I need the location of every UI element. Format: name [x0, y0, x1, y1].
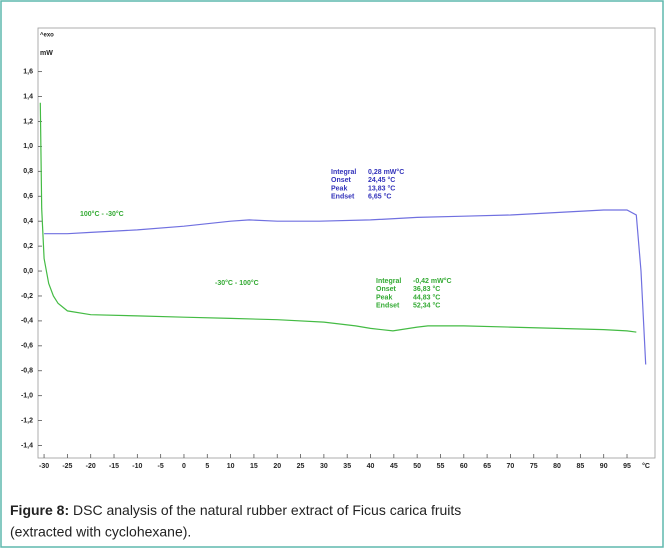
x-tick-label: -10 — [132, 463, 142, 470]
annotation-value: 0,28 mW°C — [368, 168, 404, 176]
x-tick-label: -30 — [39, 463, 49, 470]
series-line — [39, 102, 637, 333]
annotation-value: 36,83 °C — [413, 285, 440, 293]
y-tick-label: -1,2 — [21, 417, 33, 424]
annotation-value: -0,42 mW°C — [413, 277, 452, 285]
y-tick-label: -0,8 — [21, 368, 33, 375]
x-tick-label: 45 — [390, 463, 398, 470]
y-tick-label: -1,0 — [21, 393, 33, 400]
y-tick-label: 1,4 — [23, 93, 33, 100]
x-unit: °C — [642, 462, 650, 470]
x-tick-label: -25 — [62, 463, 72, 470]
x-tick-label: 85 — [576, 463, 584, 470]
x-tick-label: 95 — [623, 463, 631, 470]
x-tick-label: 40 — [367, 463, 375, 470]
annotation-key: Peak — [376, 294, 392, 301]
annotation-key: Endset — [331, 194, 355, 201]
annotation-value: 52,34 °C — [413, 302, 440, 310]
x-tick-label: 5 — [205, 463, 209, 470]
caption-text2: (extracted with cyclohexane). — [10, 524, 191, 540]
y-tick-label: 1,6 — [23, 68, 33, 75]
series-line — [44, 209, 647, 365]
y-tick-label: -1,4 — [21, 442, 33, 449]
annotation-value: 44,83 °C — [413, 293, 440, 301]
y-tick-label: 0,4 — [23, 218, 33, 225]
x-tick-label: 10 — [227, 463, 235, 470]
annotation-key: Onset — [376, 286, 397, 293]
y-tick-label: 0,8 — [23, 168, 33, 175]
caption-label: Figure 8: — [10, 502, 69, 518]
x-tick-label: 55 — [437, 463, 445, 470]
y-tick-label: -0,4 — [21, 318, 33, 325]
annotation-key: Onset — [331, 177, 352, 184]
x-tick-label: 15 — [250, 463, 258, 470]
annotation-value: 24,45 °C — [368, 176, 395, 184]
caption-text: DSC analysis of the natural rubber extra… — [73, 502, 461, 518]
annotation-value: 6,65 °C — [368, 193, 391, 201]
x-tick-label: 20 — [273, 463, 281, 470]
annotation-key: Integral — [376, 278, 401, 285]
y-tick-label: 0,6 — [23, 193, 33, 200]
annotation-value: 13,83 °C — [368, 184, 395, 192]
y-tick-label: 1,2 — [23, 118, 33, 125]
x-tick-label: 50 — [413, 463, 421, 470]
y-tick-label: -0,6 — [21, 343, 33, 350]
x-tick-label: 30 — [320, 463, 328, 470]
plot-area — [37, 27, 656, 459]
caption: Figure 8: DSC analysis of the natural ru… — [10, 502, 461, 518]
x-tick-label: 25 — [297, 463, 305, 470]
x-tick-label: 35 — [343, 463, 351, 470]
y-tick-label: 1,0 — [23, 143, 33, 150]
legend-label: -30°C - 100°C — [215, 279, 259, 287]
x-tick-label: 80 — [553, 463, 561, 470]
y-tick-label: -0,2 — [21, 293, 33, 300]
x-tick-label: 65 — [483, 463, 491, 470]
legend-label: 100°C - -30°C — [80, 210, 124, 218]
x-tick-label: -15 — [109, 463, 119, 470]
x-tick-label: 75 — [530, 463, 538, 470]
x-tick-label: 70 — [507, 463, 515, 470]
y-tick-label: 0,2 — [23, 243, 33, 250]
annotation-key: Peak — [331, 185, 347, 192]
y-tick-label: 0,0 — [23, 268, 33, 275]
x-tick-label: -20 — [86, 463, 96, 470]
y-unit: mW — [40, 50, 53, 57]
exo-note: ^exo — [40, 33, 54, 39]
annotation-key: Endset — [376, 303, 400, 310]
annotation-key: Integral — [331, 169, 356, 176]
x-tick-label: -5 — [158, 463, 164, 470]
x-tick-label: 90 — [600, 463, 608, 470]
x-tick-label: 0 — [182, 463, 186, 470]
x-tick-label: 60 — [460, 463, 468, 470]
